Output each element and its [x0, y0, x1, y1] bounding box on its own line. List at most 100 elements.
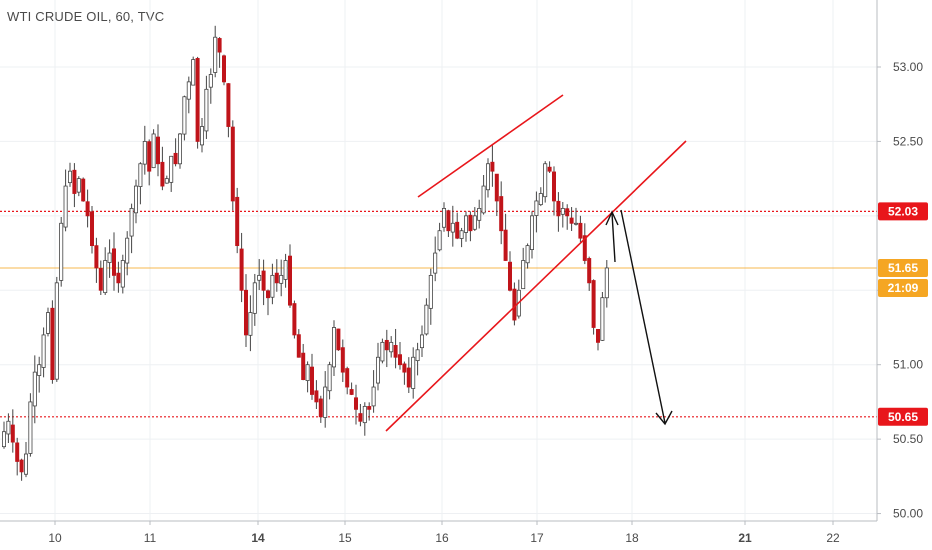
price-tick-label: 52.50 [893, 134, 923, 148]
candle-body [384, 339, 389, 351]
candle-body [76, 178, 81, 193]
candle-body [543, 163, 548, 198]
candle-body [19, 459, 24, 473]
candle-body [305, 364, 310, 381]
channel-lower-line [385, 140, 687, 432]
candle-body [41, 334, 46, 368]
candle-body [2, 431, 7, 448]
current-price-badge-label: 51.65 [888, 261, 918, 275]
candle-body [46, 312, 51, 334]
candle-body [389, 341, 394, 353]
time-tick-label: 15 [338, 531, 352, 545]
candle-body [402, 363, 407, 373]
candle-body [433, 252, 438, 274]
level-badge-52-03-label: 52.03 [888, 204, 918, 218]
price-tick-label: 50.50 [893, 432, 923, 446]
candle-body [512, 288, 517, 321]
candle-body [301, 352, 306, 380]
candle-body [37, 364, 42, 376]
candle-body [406, 367, 411, 388]
candle-body [450, 222, 455, 233]
price-tick-label: 51.00 [893, 358, 923, 372]
candle-body [455, 221, 460, 239]
candle-body [380, 341, 385, 362]
time-tick-label: 17 [530, 531, 544, 545]
time-tick-label: 11 [144, 531, 157, 545]
candle-body [191, 59, 196, 86]
candle-body [349, 389, 354, 395]
candle-body [283, 260, 288, 280]
candle-body [345, 368, 350, 388]
candle-body [578, 222, 583, 239]
candle-body [331, 327, 336, 368]
time-axis: 10 11 14 15 16 17 18 21 22 [0, 520, 877, 545]
price-tick-label: 53.00 [893, 60, 923, 74]
candle-body [525, 245, 530, 264]
time-tick-label: 14 [251, 531, 265, 545]
candle-body [587, 258, 592, 284]
candle-body [411, 356, 416, 389]
candle-body [155, 136, 160, 165]
time-tick-label: 16 [435, 531, 449, 545]
level-badge-50-65-label: 50.65 [888, 410, 918, 424]
candle-body [138, 163, 143, 187]
candle-body [358, 413, 363, 422]
candle-body [534, 200, 539, 216]
candle-body [98, 267, 103, 291]
candle-body [340, 347, 345, 373]
candle-body [120, 260, 125, 288]
candle-body [217, 38, 222, 53]
candle-body [459, 230, 464, 239]
candlestick-series [2, 25, 609, 481]
candle-body [261, 270, 266, 291]
candle-body [336, 328, 341, 351]
candle-body [521, 260, 526, 290]
arrow-up-shaft [611, 212, 616, 263]
candle-body [213, 36, 218, 73]
candle-body [318, 398, 323, 418]
candle-body [314, 390, 319, 403]
candle-body [252, 282, 257, 314]
candle-body [468, 214, 473, 232]
candle-body [596, 329, 601, 343]
candle-body [85, 201, 90, 217]
candle-body [59, 222, 64, 281]
candle-body [112, 248, 117, 276]
candle-body [446, 210, 451, 232]
candle-body [309, 366, 314, 395]
candle-body [81, 178, 86, 202]
horizontal-levels [0, 210, 877, 418]
candle-body [323, 386, 328, 418]
candle-body [230, 126, 235, 202]
candle-body [63, 185, 68, 228]
chart-grid [0, 0, 877, 521]
time-tick-label: 10 [48, 531, 62, 545]
candle-body [362, 405, 367, 424]
candle-body [195, 58, 200, 142]
candle-body [419, 334, 424, 349]
candle-body [133, 185, 138, 214]
candle-body [424, 304, 429, 335]
price-badges: 52.03 50.65 51.65 21:09 [878, 202, 928, 426]
candle-body [499, 196, 504, 232]
candle-body [600, 297, 605, 341]
candle-body [582, 235, 587, 261]
level-badge-52-03-bg [878, 202, 928, 221]
candle-body [147, 141, 152, 172]
candle-body [393, 345, 398, 358]
candle-body [23, 453, 28, 475]
candle-body [68, 170, 73, 184]
candle-body [463, 215, 468, 233]
candle-body [90, 211, 95, 247]
candle-body [94, 245, 99, 269]
candle-body [428, 274, 433, 309]
level-badge-50-65-bg [878, 407, 928, 426]
candle-body [560, 207, 565, 215]
candle-body [270, 274, 275, 298]
candle-body [574, 222, 579, 225]
price-tick-label: 50.00 [893, 507, 923, 521]
candle-body [129, 207, 134, 237]
candle-body [125, 237, 130, 264]
candle-body [371, 386, 376, 407]
